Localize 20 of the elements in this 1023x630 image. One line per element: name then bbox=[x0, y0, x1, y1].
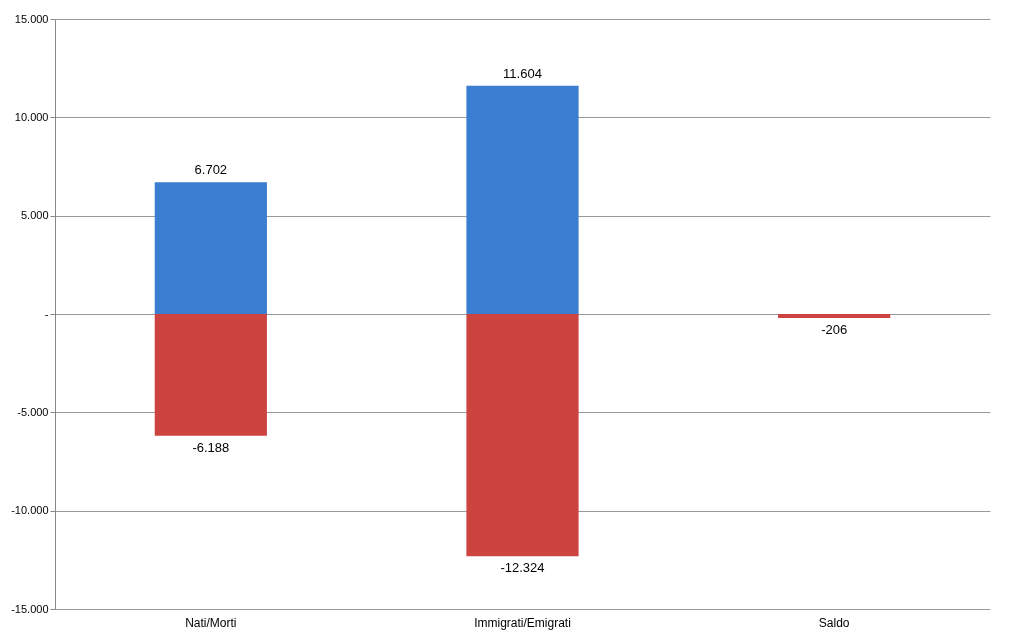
x-tick-label: Immigrati/Emigrati bbox=[474, 615, 571, 630]
bar bbox=[154, 314, 267, 436]
y-tick-label: 15.000 bbox=[14, 12, 49, 25]
y-tick-label: -5.000 bbox=[17, 405, 49, 418]
bar bbox=[466, 85, 579, 314]
data-label: 11.604 bbox=[503, 65, 542, 81]
y-tick-label: -10.000 bbox=[11, 504, 49, 517]
data-label: -206 bbox=[821, 322, 848, 338]
y-tick-label: -15.000 bbox=[11, 602, 49, 615]
y-tick-label: - bbox=[44, 307, 49, 320]
y-tick-label: 10.000 bbox=[14, 110, 49, 123]
data-label: 6.702 bbox=[194, 162, 228, 178]
x-tick-label: Nati/Morti bbox=[185, 615, 237, 630]
x-tick-label: Saldo bbox=[818, 615, 850, 630]
data-label: -12.324 bbox=[500, 560, 545, 576]
bar bbox=[466, 314, 579, 557]
bar bbox=[154, 182, 267, 314]
y-tick-label: 5.000 bbox=[20, 209, 49, 222]
bar bbox=[778, 314, 891, 319]
data-label: -6.188 bbox=[192, 439, 230, 455]
